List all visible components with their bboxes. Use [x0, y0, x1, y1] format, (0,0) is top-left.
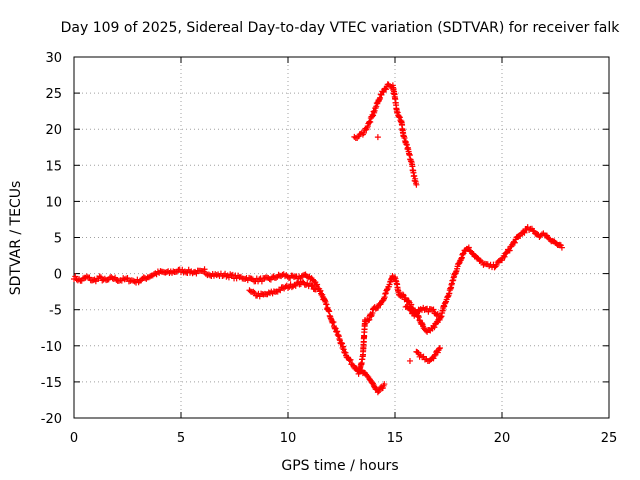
x-tick-label: 10: [280, 431, 297, 446]
y-tick-label: -10: [41, 340, 62, 355]
data-point: [273, 274, 280, 281]
x-tick-labels: 0 5 10 15 20 25: [70, 431, 617, 446]
data-point: [437, 313, 444, 320]
data-point: [381, 381, 388, 388]
y-tick-label: -15: [41, 376, 62, 391]
data-point: [86, 274, 93, 281]
data-point: [433, 311, 440, 318]
data-point: [436, 344, 443, 351]
x-tick-label: 20: [494, 431, 511, 446]
data-point: [406, 357, 413, 364]
data-point: [399, 291, 406, 298]
y-tick-label: 15: [45, 159, 62, 174]
data-point: [383, 86, 390, 93]
data-point: [434, 311, 441, 318]
x-axis-label: GPS time / hours: [281, 458, 398, 474]
data-point: [382, 290, 389, 297]
data-point: [442, 299, 449, 306]
data-point: [493, 261, 500, 268]
data-point: [317, 287, 324, 294]
x-tick-label: 15: [387, 431, 404, 446]
data-point: [312, 286, 319, 293]
data-point: [480, 261, 487, 268]
y-tick-label: 20: [45, 123, 62, 138]
data-point: [360, 130, 367, 137]
y-tick-label: -20: [41, 412, 62, 427]
data-point: [368, 313, 375, 320]
data-point: [367, 119, 374, 126]
y-tick-label: 10: [45, 195, 62, 210]
data-point: [386, 281, 393, 288]
data-point: [374, 389, 381, 396]
data-point: [521, 229, 528, 236]
data-point: [408, 301, 415, 308]
data-point: [511, 239, 518, 246]
data-point: [438, 313, 445, 320]
y-tick-label: 0: [54, 268, 62, 283]
data-point: [347, 356, 354, 363]
data-point: [441, 303, 448, 310]
data-point: [506, 247, 513, 254]
x-tick-label: 0: [70, 431, 78, 446]
data-point: [501, 253, 508, 260]
grid-lines: [74, 57, 609, 418]
data-point: [277, 287, 284, 294]
data-point: [374, 134, 381, 141]
data-point: [415, 314, 422, 321]
data-point: [430, 306, 437, 313]
data-point: [380, 296, 387, 303]
data-point: [346, 357, 353, 364]
data-point: [414, 349, 421, 356]
data-point: [201, 266, 208, 273]
y-tick-label: -5: [49, 304, 62, 319]
y-tick-label: 30: [45, 51, 62, 66]
chart-title: Day 109 of 2025, Sidereal Day-to-day VTE…: [61, 20, 621, 36]
data-point: [375, 387, 382, 394]
data-point: [465, 244, 472, 251]
y-tick-labels: -20 -15 -10 -5 0 5 10 15 20 25 30: [41, 51, 62, 427]
data-point: [258, 278, 265, 285]
data-point: [436, 345, 443, 352]
data-point: [413, 181, 420, 188]
y-axis-label: SDTVAR / TECUs: [8, 181, 24, 296]
data-point: [558, 244, 565, 251]
data-point: [366, 316, 373, 323]
data-point: [381, 294, 388, 301]
data-point: [309, 282, 316, 289]
y-tick-label: 25: [45, 87, 62, 102]
data-point: [365, 317, 372, 324]
data-point: [387, 278, 394, 285]
data-point: [431, 352, 438, 359]
data-point: [124, 275, 131, 282]
data-point: [96, 273, 103, 280]
data-point: [460, 250, 467, 257]
data-point: [299, 278, 306, 285]
data-point: [474, 254, 481, 261]
data-point: [285, 284, 291, 291]
data-point: [341, 349, 348, 356]
x-tick-label: 5: [177, 431, 185, 446]
y-tick-label: 5: [54, 232, 62, 247]
data-point: [250, 288, 257, 295]
data-point: [369, 310, 376, 317]
data-point: [418, 320, 425, 327]
data-point: [402, 294, 409, 301]
data-points: [71, 81, 565, 396]
data-point: [444, 293, 451, 300]
data-point: [366, 119, 373, 126]
data-point: [314, 281, 321, 288]
data-point: [292, 282, 299, 289]
data-point: [340, 346, 347, 353]
data-point: [431, 324, 438, 331]
data-point: [408, 307, 415, 314]
data-point: [213, 272, 220, 279]
x-tick-label: 25: [601, 431, 618, 446]
data-point: [72, 273, 79, 280]
data-point: [342, 349, 349, 356]
